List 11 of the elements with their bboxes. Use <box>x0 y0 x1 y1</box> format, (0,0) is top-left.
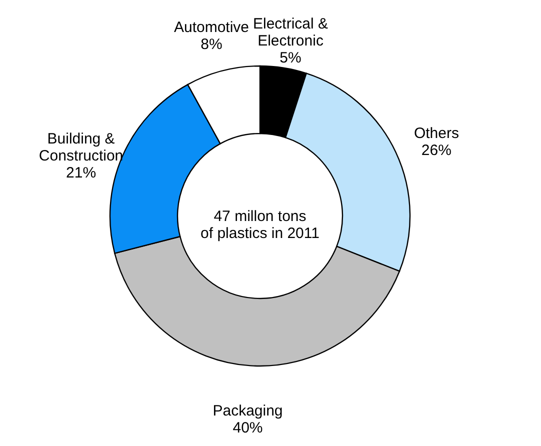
slice-label: Automotive <box>174 19 250 36</box>
slice-label: Electrical & Electronic <box>252 15 328 50</box>
data-label: 26% <box>421 142 452 159</box>
slice-label: Others <box>414 124 459 142</box>
slice-label: Packaging <box>212 402 283 420</box>
text: 47 millon tons of plastics in 2011 <box>200 208 320 242</box>
data-label: 8% <box>200 36 222 54</box>
data-label: 5% <box>280 49 302 66</box>
data-label: 40% <box>232 420 263 437</box>
data-label: 21% <box>66 164 96 182</box>
slice-label: Building & Construction <box>38 130 124 165</box>
